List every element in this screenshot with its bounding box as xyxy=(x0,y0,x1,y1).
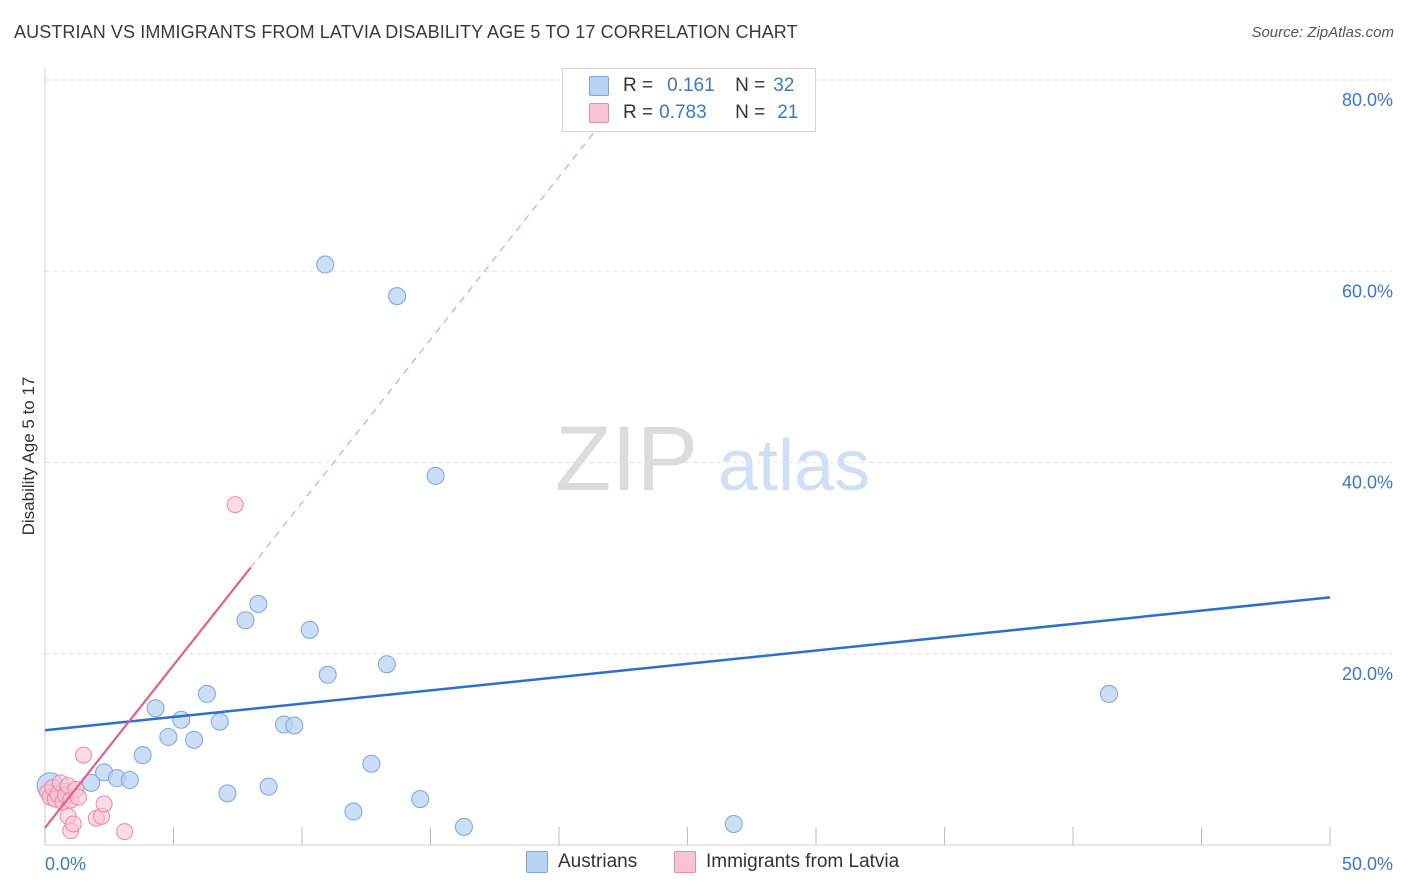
austrians-point xyxy=(249,595,268,614)
latvia-r-value: 0.783 xyxy=(659,102,707,123)
austrians-point xyxy=(724,814,743,833)
legend-row-latvia: R = 0.783 N = 21 xyxy=(589,100,798,126)
latvia-trend-line xyxy=(44,567,252,829)
source-label: Source: ZipAtlas.com xyxy=(1251,24,1394,41)
y-tick-label: 20.0% xyxy=(1342,664,1393,684)
tick-labels: 20.0% 40.0% 60.0% 80.0% 0.0% 50.0% xyxy=(45,90,1393,874)
watermark: ZIP atlas xyxy=(555,408,870,510)
y-axis-label: Disability Age 5 to 17 xyxy=(19,377,38,536)
austrians-r-value: 0.161 xyxy=(667,75,715,96)
y-tick-label: 80.0% xyxy=(1342,90,1393,110)
austrians-point xyxy=(316,255,335,274)
axes xyxy=(44,68,1331,846)
x-tick-label: 50.0% xyxy=(1342,854,1393,874)
latvia-trend-extension xyxy=(250,127,599,569)
austrians-point xyxy=(1099,684,1118,703)
x-tick-label: 0.0% xyxy=(45,854,86,874)
latvia-point xyxy=(64,815,82,833)
latvia-n-value: 21 xyxy=(777,102,799,123)
bottom-austrians-label: Austrians xyxy=(558,851,638,872)
austrians-point xyxy=(82,773,101,792)
latvia-r-label: R = xyxy=(623,102,654,123)
austrians-point xyxy=(197,684,216,703)
chart-title: AUSTRIAN VS IMMIGRANTS FROM LATVIA DISAB… xyxy=(14,22,798,42)
austrians-point xyxy=(159,727,178,746)
austrians-point xyxy=(426,466,445,485)
stats-legend: R = 0.161 N = 32 R = 0.783 N = 21 xyxy=(562,68,816,132)
austrians-point xyxy=(362,754,381,773)
bottom-latvia-label: Immigrants from Latvia xyxy=(706,851,900,872)
austrians-point xyxy=(377,655,396,674)
y-tick-label: 40.0% xyxy=(1342,473,1393,493)
austrians-point xyxy=(454,817,473,836)
austrians-point xyxy=(120,770,139,789)
latvia-point xyxy=(75,746,93,764)
bottom-legend-austrians: Austrians xyxy=(526,851,637,873)
austrians-point xyxy=(172,710,191,729)
austrians-n-value: 32 xyxy=(773,75,795,96)
latvia-point xyxy=(95,795,113,813)
latvia-point xyxy=(226,496,244,514)
bottom-austrians-swatch xyxy=(526,851,548,873)
austrians-point xyxy=(185,730,204,749)
austrians-r-label: R = xyxy=(623,75,654,96)
austrians-point xyxy=(218,784,237,803)
austrians-point xyxy=(133,746,152,765)
austrians-swatch xyxy=(589,76,609,96)
watermark-zip: ZIP xyxy=(555,408,698,510)
latvia-n-label: N = xyxy=(735,102,766,123)
austrians-point xyxy=(285,716,304,735)
austrians-point xyxy=(259,777,278,796)
austrians-point xyxy=(210,712,229,731)
austrians-point xyxy=(411,790,430,809)
austrians-n-label: N = xyxy=(735,75,766,96)
latvia-swatch xyxy=(589,103,609,123)
austrians-point xyxy=(388,287,407,306)
bottom-latvia-swatch xyxy=(674,851,696,873)
bottom-legend-latvia: Immigrants from Latvia xyxy=(674,851,899,873)
trend-lines xyxy=(44,127,1331,829)
latvia-point xyxy=(116,823,134,841)
watermark-atlas: atlas xyxy=(718,426,870,506)
legend-row-austrians: R = 0.161 N = 32 xyxy=(589,73,794,99)
data-points xyxy=(36,255,1118,841)
austrians-point xyxy=(318,665,337,684)
austrians-point xyxy=(236,611,255,630)
y-tick-label: 60.0% xyxy=(1342,281,1393,301)
gridlines xyxy=(45,79,1392,655)
austrians-point xyxy=(300,620,319,639)
austrians-point xyxy=(344,802,363,821)
austrians-point xyxy=(146,699,165,718)
austrians-trend-line xyxy=(44,596,1331,732)
